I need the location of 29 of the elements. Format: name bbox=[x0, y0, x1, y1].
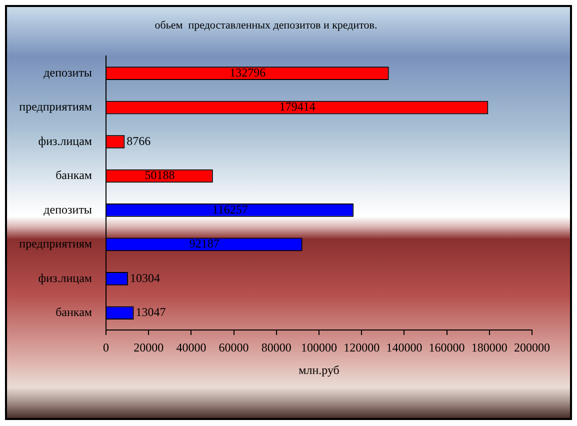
y-tick-label: банкам bbox=[56, 168, 92, 182]
data-label: 10304 bbox=[130, 270, 160, 285]
y-tick-label: предприятиям bbox=[19, 100, 92, 114]
data-label: 132796 bbox=[230, 65, 266, 80]
y-tick-label: депозиты bbox=[44, 65, 92, 80]
data-label: 92187 bbox=[189, 236, 220, 251]
data-label: 13047 bbox=[136, 305, 166, 320]
x-tick-label: 0 bbox=[103, 340, 109, 354]
data-label: 116257 bbox=[212, 202, 248, 216]
data-label: 50188 bbox=[144, 168, 175, 182]
x-axis-title: млн.руб bbox=[298, 362, 340, 377]
data-label: 8766 bbox=[126, 134, 151, 148]
y-tick-label: физ.лицам bbox=[38, 270, 92, 285]
x-tick-label: 40000 bbox=[176, 340, 206, 354]
data-label: 179414 bbox=[279, 100, 316, 114]
x-tick-label: 180000 bbox=[471, 340, 508, 354]
x-tick-label: 100000 bbox=[301, 340, 337, 354]
y-tick-label: физ.лицам bbox=[38, 134, 92, 148]
x-tick-label: 200000 bbox=[514, 340, 550, 354]
y-tick-label: банкам bbox=[56, 305, 92, 320]
y-tick-label: депозиты bbox=[44, 202, 92, 216]
x-tick-label: 60000 bbox=[218, 340, 249, 354]
x-tick-label: 140000 bbox=[386, 340, 422, 354]
x-tick-label: 20000 bbox=[134, 340, 164, 354]
x-tick-label: 160000 bbox=[428, 340, 465, 354]
x-tick-label: 120000 bbox=[344, 340, 380, 354]
chart-title: обьем предоставленных депозитов и кредитов. bbox=[154, 19, 378, 32]
x-tick-label: 80000 bbox=[261, 340, 292, 354]
y-tick-label: предприятиям bbox=[19, 236, 92, 251]
